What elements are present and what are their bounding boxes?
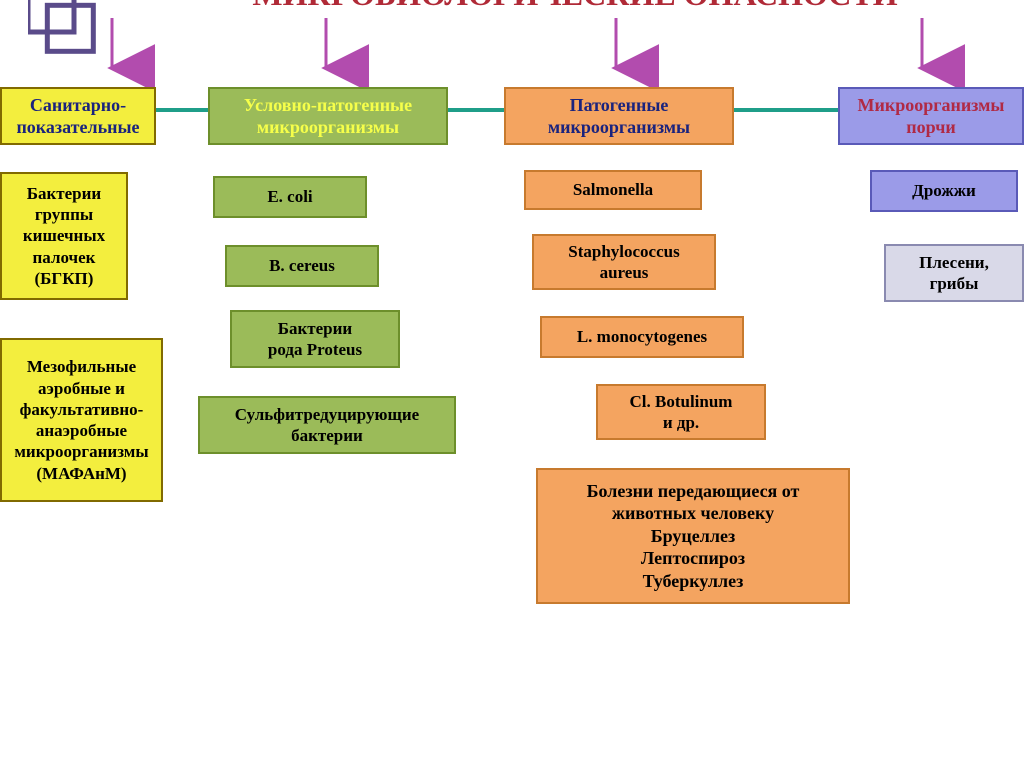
box-path-staph: Staphylococcusaureus	[532, 234, 716, 290]
box-cat-spoilage: Микроорганизмыпорчи	[838, 87, 1024, 145]
box-sanitary-bgkp: Бактериигруппыкишечныхпалочек(БГКП)	[0, 172, 128, 300]
box-path-listeria: L. monocytogenes	[540, 316, 744, 358]
box-path-salmonella: Salmonella	[524, 170, 702, 210]
box-cat-pathogenic-label: Патогенныемикроорганизмы	[548, 94, 690, 139]
box-path-staph-label: Staphylococcusaureus	[568, 241, 679, 284]
box-sanitary-mafanm: Мезофильныеаэробные ифакультативно-анаэр…	[0, 338, 163, 502]
box-cat-conditional-label: Условно-патогенныемикроорганизмы	[244, 94, 412, 139]
box-cond-sulfite: Сульфитредуцирующиебактерии	[198, 396, 456, 454]
box-cond-sulfite-label: Сульфитредуцирующиебактерии	[235, 404, 419, 447]
box-cond-ecoli-label: E. coli	[267, 186, 312, 207]
box-cond-bcereus-label: B. cereus	[269, 255, 335, 276]
box-spoil-mold: Плесени,грибы	[884, 244, 1024, 302]
diagram-stage: МИКРОБИОЛОГИЧЕСКИЕ ОПАСНОСТИ Санитарно-п…	[0, 0, 1024, 768]
box-sanitary-mafanm-label: Мезофильныеаэробные ифакультативно-анаэр…	[14, 356, 148, 484]
box-cat-spoilage-label: Микроорганизмыпорчи	[858, 94, 1005, 139]
box-cond-ecoli: E. coli	[213, 176, 367, 218]
box-spoil-mold-label: Плесени,грибы	[919, 252, 989, 295]
box-path-zoonoses-label: Болезни передающиеся отживотных человеку…	[587, 480, 800, 593]
box-cat-conditional: Условно-патогенныемикроорганизмы	[208, 87, 448, 145]
box-path-salmonella-label: Salmonella	[573, 179, 653, 200]
box-cond-proteus: Бактериирода Proteus	[230, 310, 400, 368]
box-cat-sanitary: Санитарно-показательные	[0, 87, 156, 145]
box-cond-bcereus: B. cereus	[225, 245, 379, 287]
box-path-botulinum: Cl. Botulinumи др.	[596, 384, 766, 440]
box-path-listeria-label: L. monocytogenes	[577, 326, 707, 347]
box-sanitary-bgkp-label: Бактериигруппыкишечныхпалочек(БГКП)	[23, 183, 105, 289]
box-path-zoonoses: Болезни передающиеся отживотных человеку…	[536, 468, 850, 604]
box-cat-sanitary-label: Санитарно-показательные	[16, 94, 139, 139]
box-cond-proteus-label: Бактериирода Proteus	[268, 318, 362, 361]
box-cat-pathogenic: Патогенныемикроорганизмы	[504, 87, 734, 145]
box-spoil-yeast: Дрожжи	[870, 170, 1018, 212]
box-path-botulinum-label: Cl. Botulinumи др.	[630, 391, 733, 434]
box-spoil-yeast-label: Дрожжи	[912, 180, 976, 201]
